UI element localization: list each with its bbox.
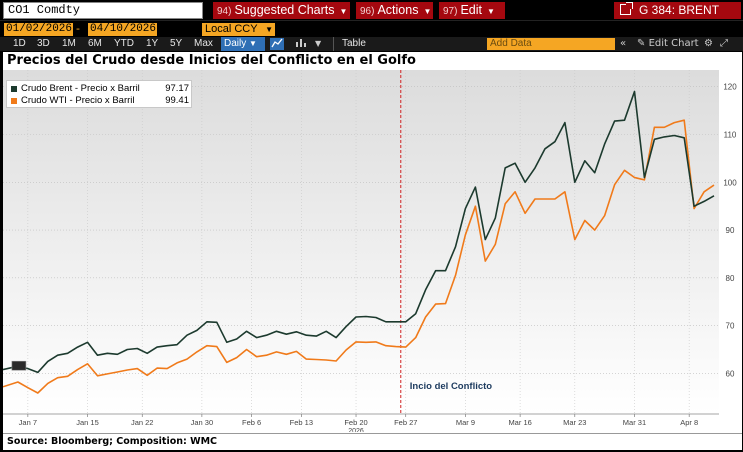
x-tick-label: Mar 31 bbox=[623, 418, 646, 427]
brent-series-line bbox=[3, 90, 715, 374]
caret-down-icon: ▼ bbox=[265, 25, 273, 34]
menu-number: 94) bbox=[217, 6, 232, 17]
caret-down-icon: ▼ bbox=[249, 39, 257, 48]
currency-label: Local CCY bbox=[205, 23, 258, 35]
line-chart-icon[interactable] bbox=[270, 38, 284, 50]
y-tick-label: 60 bbox=[726, 369, 735, 378]
external-link-icon[interactable] bbox=[620, 2, 633, 15]
period-ytd-button[interactable]: YTD bbox=[114, 38, 134, 49]
bar-chart-icon[interactable] bbox=[295, 37, 307, 52]
menu-label: Actions bbox=[377, 3, 419, 17]
legend-label: Crudo WTI - Precio x Barril bbox=[21, 95, 135, 106]
x-tick-label: Jan 15 bbox=[76, 418, 99, 427]
y-tick-label: 90 bbox=[726, 226, 735, 235]
legend-swatch-brent bbox=[11, 86, 17, 92]
caret-down-icon: ▼ bbox=[487, 7, 495, 16]
menu-label: Suggested Charts bbox=[234, 3, 335, 17]
date-separator: - bbox=[76, 22, 80, 35]
collapse-icon[interactable]: « bbox=[620, 38, 627, 49]
period-3d-button[interactable]: 3D bbox=[37, 38, 50, 49]
frequency-label: Daily bbox=[224, 38, 247, 49]
period-6m-button[interactable]: 6M bbox=[88, 38, 102, 49]
chart-panel: Precios del Crudo desde Inicios del Conf… bbox=[3, 52, 742, 450]
line-chart[interactable]: 60 70 80 90 100 110 120 Jan 7 Jan 15 Jan 22 Jan 3… bbox=[3, 52, 742, 432]
x-tick-label: Mar 9 bbox=[456, 418, 475, 427]
add-data-input[interactable]: Add Data bbox=[487, 38, 615, 50]
x-tick-label: Feb 6 bbox=[242, 418, 261, 427]
caret-down-icon: ▼ bbox=[423, 7, 432, 16]
series-start-marker bbox=[11, 360, 27, 371]
source-note: Source: Bloomberg; Composition: WMC bbox=[7, 436, 218, 447]
y-tick-label: 110 bbox=[724, 131, 737, 140]
wti-series-line bbox=[3, 119, 715, 394]
x-tick-label: Jan 7 bbox=[19, 418, 37, 427]
legend-label: Crudo Brent - Precio x Barril bbox=[21, 83, 140, 94]
start-date-input[interactable]: 01/02/2026 bbox=[4, 23, 73, 36]
period-max-button[interactable]: Max bbox=[194, 38, 213, 49]
x-tick-label: Apr 8 bbox=[680, 418, 698, 427]
edit-menu[interactable]: 97) Edit ▼ bbox=[439, 2, 505, 19]
caret-down-icon: ▼ bbox=[339, 7, 348, 16]
legend-value: 99.41 bbox=[165, 95, 189, 106]
frequency-select[interactable]: Daily ▼ bbox=[221, 37, 265, 51]
suggested-charts-menu[interactable]: 94) Suggested Charts ▼ bbox=[213, 2, 350, 19]
x-tick-label: Jan 30 bbox=[191, 418, 214, 427]
edit-chart-button[interactable]: ✎ Edit Chart bbox=[637, 37, 699, 51]
event-annotation: Incio del Conflicto bbox=[410, 381, 493, 392]
chart-legend: Crudo Brent - Precio x Barril 97.17 Crud… bbox=[6, 80, 192, 108]
chart-title: Precios del Crudo desde Inicios del Conf… bbox=[7, 53, 416, 68]
period-toolbar: 1D 3D 1M 6M YTD 1Y 5Y Max Daily ▼ ▼ Tabl… bbox=[0, 37, 743, 51]
legend-item-brent: Crudo Brent - Precio x Barril 97.17 bbox=[11, 83, 191, 95]
chart-title-tab[interactable]: G 384: BRENT bbox=[614, 2, 741, 19]
period-1m-button[interactable]: 1M bbox=[62, 38, 76, 49]
end-date-input[interactable]: 04/10/2026 bbox=[88, 23, 157, 36]
x-tick-label: Feb 13 bbox=[290, 418, 313, 427]
period-5y-button[interactable]: 5Y bbox=[170, 38, 183, 49]
title-bar: CO1 Comdty 94) Suggested Charts ▼ 96) Actio… bbox=[0, 0, 743, 21]
legend-value: 97.17 bbox=[165, 83, 189, 94]
settings-icon[interactable]: ⚙ bbox=[704, 38, 713, 49]
legend-swatch-wti bbox=[11, 98, 17, 104]
y-tick-label: 70 bbox=[726, 322, 735, 331]
x-tick-label: Mar 23 bbox=[563, 418, 586, 427]
date-toolbar: 01/02/2026 - 04/10/2026 Local CCY ▼ bbox=[0, 22, 743, 36]
ticker-input[interactable]: CO1 Comdty bbox=[3, 2, 203, 19]
source-divider bbox=[3, 433, 742, 434]
fullscreen-icon[interactable]: ⤢ bbox=[720, 38, 728, 49]
x-tick-label: Mar 16 bbox=[508, 418, 531, 427]
currency-select[interactable]: Local CCY ▼ bbox=[202, 23, 275, 36]
security-title: G 384: BRENT bbox=[639, 3, 720, 17]
x-tick-label: Feb 27 bbox=[394, 418, 417, 427]
y-tick-label: 100 bbox=[723, 178, 737, 187]
period-1d-button[interactable]: 1D bbox=[13, 38, 26, 49]
period-1y-button[interactable]: 1Y bbox=[146, 38, 159, 49]
legend-item-wti: Crudo WTI - Precio x Barril 99.41 bbox=[11, 95, 191, 107]
menu-number: 97) bbox=[443, 6, 458, 17]
edit-chart-label: Edit Chart bbox=[648, 38, 699, 49]
x-year-label: 2026 bbox=[348, 428, 364, 432]
table-button[interactable]: Table bbox=[333, 37, 374, 51]
y-tick-label: 120 bbox=[723, 83, 737, 92]
plot-background bbox=[3, 70, 719, 414]
y-tick-label: 80 bbox=[726, 274, 735, 283]
x-tick-label: Jan 22 bbox=[131, 418, 154, 427]
actions-menu[interactable]: 96) Actions ▼ bbox=[356, 2, 433, 19]
menu-number: 96) bbox=[360, 6, 375, 17]
menu-label: Edit bbox=[460, 3, 482, 17]
chart-type-caret-icon[interactable]: ▼ bbox=[315, 39, 322, 48]
pencil-icon: ✎ bbox=[637, 38, 646, 49]
x-tick-label: Feb 20 bbox=[344, 418, 367, 427]
